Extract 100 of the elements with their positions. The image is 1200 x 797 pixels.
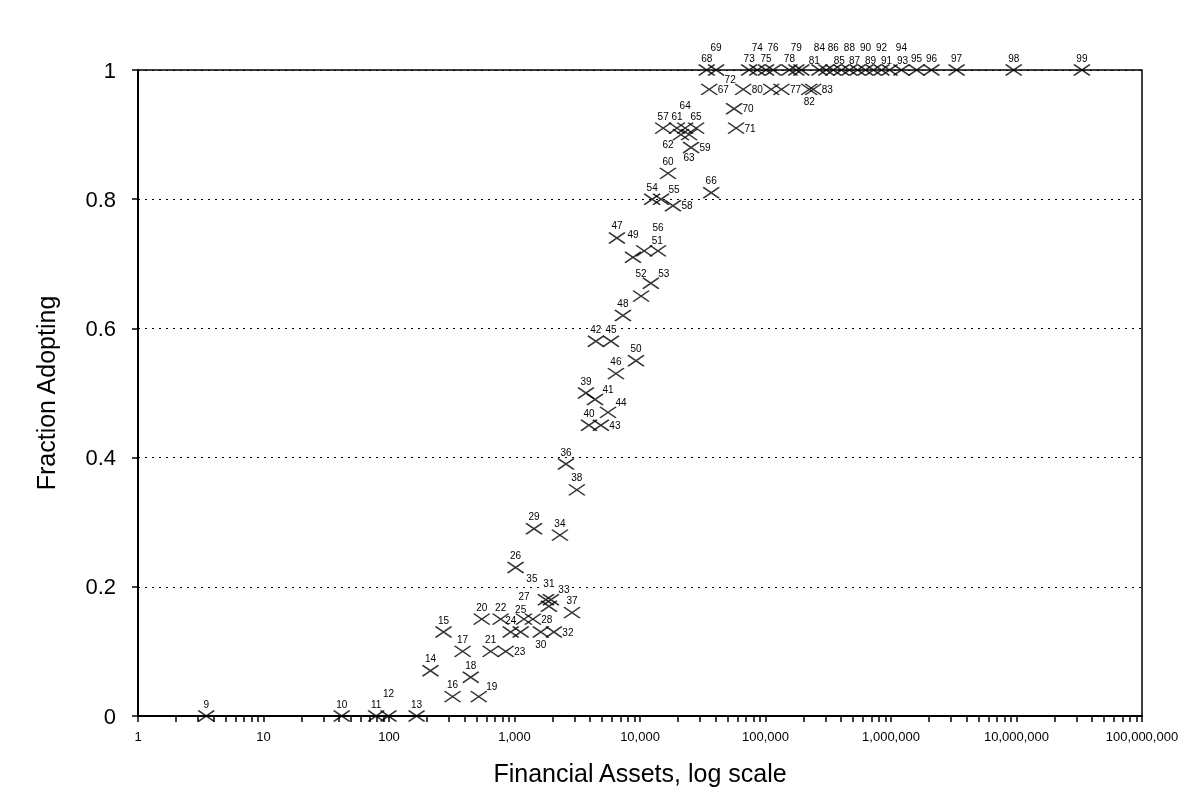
annotation: 59: [699, 142, 712, 154]
annotation: 84: [813, 41, 826, 53]
annotation: 50: [630, 343, 642, 355]
annotation: 21: [485, 633, 497, 645]
annotation: 88: [843, 41, 856, 53]
y-tick-label: 0.2: [85, 574, 116, 600]
annotation: 23: [514, 645, 526, 657]
annotation: 9: [203, 698, 210, 710]
annotation: 40: [583, 407, 595, 419]
y-tick-label: 0: [103, 703, 116, 729]
x-tick-label: 1,000,000: [862, 729, 920, 744]
annotation: 55: [668, 183, 680, 195]
annotation: 92: [875, 41, 888, 53]
x-tick-label: 100,000: [742, 729, 789, 744]
annotation: 60: [662, 155, 674, 167]
annotation: 25: [515, 603, 527, 615]
annotation: 79: [790, 41, 803, 53]
annotation: 73: [743, 52, 756, 64]
annotation: 48: [617, 297, 629, 309]
annotation: 83: [821, 83, 834, 95]
annotation: 71: [744, 122, 757, 134]
y-tick-label: 0.6: [85, 315, 116, 341]
annotation: 32: [562, 626, 574, 638]
annotation: 68: [701, 52, 713, 64]
x-tick-label: 100,000,000: [1105, 729, 1179, 744]
annotation: 27: [518, 590, 530, 602]
x-tick-label: 1,000: [498, 729, 531, 744]
annotation: 67: [717, 83, 730, 95]
annotation: 57: [657, 110, 670, 122]
annotation: 58: [681, 200, 693, 212]
annotation: 54: [646, 181, 659, 193]
annotation: 80: [751, 83, 764, 95]
annotation: 51: [651, 235, 664, 247]
annotation: 85: [833, 54, 846, 66]
annotation: 91: [880, 54, 893, 66]
annotation: 78: [783, 52, 796, 64]
annotation: 98: [1008, 52, 1020, 64]
annotation: 46: [610, 356, 622, 368]
annotation: 77: [789, 83, 802, 95]
annotation: 99: [1076, 52, 1088, 64]
annotation: 17: [457, 633, 469, 645]
annotation: 82: [803, 95, 816, 107]
annotation: 95: [911, 52, 923, 64]
annotation: 94: [895, 41, 908, 53]
x-tick-label: 10: [256, 729, 271, 744]
annotation: 39: [580, 375, 592, 387]
annotation: 11: [370, 698, 382, 710]
annotation: 26: [510, 549, 522, 561]
annotation: 56: [652, 222, 664, 234]
annotation: 53: [658, 267, 670, 279]
annotation: 15: [437, 614, 450, 626]
y-tick-label: 0.4: [85, 445, 116, 471]
annotation: 44: [615, 396, 628, 408]
annotation: 86: [827, 41, 840, 53]
annotation: 52: [635, 267, 648, 279]
annotation: 22: [495, 601, 507, 613]
annotation: 33: [558, 584, 570, 596]
annotation: 63: [683, 152, 696, 164]
y-axis-title: Fraction Adopting: [31, 295, 60, 491]
annotation: 18: [465, 659, 477, 671]
annotation: 31: [543, 577, 555, 589]
annotation: 14: [424, 653, 437, 665]
annotation: 43: [609, 419, 621, 431]
annotation: 62: [662, 139, 674, 151]
annotation: 75: [760, 52, 773, 64]
annotation: 36: [560, 446, 572, 458]
y-tick-label: 1: [103, 57, 116, 83]
annotation: 89: [864, 54, 877, 66]
annotation: 20: [476, 601, 488, 613]
annotation: 96: [925, 52, 938, 64]
x-tick-label: 100: [378, 729, 400, 744]
annotation: 35: [526, 573, 538, 585]
x-tick-label: 10,000: [620, 729, 660, 744]
annotation: 61: [671, 110, 683, 122]
annotation: 69: [710, 41, 723, 53]
y-tick-label: 0.8: [85, 186, 116, 212]
x-axis-title: Financial Assets, log scale: [493, 758, 787, 787]
annotation: 30: [535, 638, 547, 650]
annotation: 47: [611, 220, 623, 232]
annotation: 93: [896, 54, 909, 66]
annotation: 81: [808, 54, 821, 66]
annotation: 76: [767, 41, 780, 53]
annotation: 37: [566, 595, 578, 607]
annotation: 45: [605, 323, 617, 335]
annotation: 97: [951, 52, 963, 64]
annotation: 87: [848, 54, 861, 66]
annotation: 66: [705, 175, 718, 187]
annotation: 10: [336, 698, 348, 710]
annotation: 65: [690, 110, 703, 122]
annotation: 42: [590, 323, 602, 335]
annotation: 19: [486, 681, 498, 693]
annotation: 16: [447, 679, 459, 691]
annotation: 70: [742, 103, 755, 115]
annotation: 13: [411, 698, 423, 710]
annotation: 29: [528, 511, 540, 523]
annotation: 12: [382, 687, 395, 699]
annotation: 64: [679, 99, 692, 111]
annotation: 41: [602, 383, 614, 395]
annotation: 72: [724, 73, 737, 85]
x-tick-label: 10,000,000: [983, 729, 1050, 744]
